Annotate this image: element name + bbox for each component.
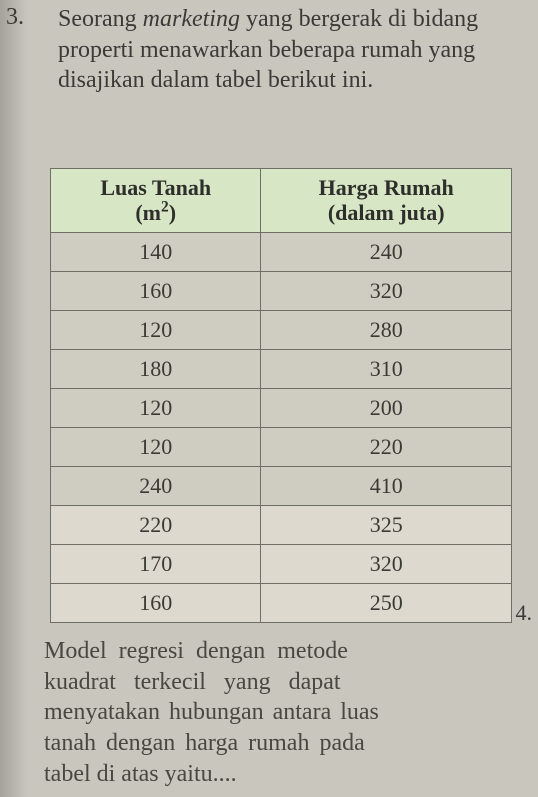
table-row: 120 200: [51, 388, 512, 427]
table-header-row: Luas Tanah (m2) Harga Rumah (dalam juta): [51, 169, 512, 233]
cell-luas: 120: [51, 427, 261, 466]
cell-harga: 200: [261, 388, 512, 427]
col-header-luas-sup: 2: [161, 199, 169, 216]
col-header-harga-line1: Harga Rumah: [319, 175, 454, 200]
table-head: Luas Tanah (m2) Harga Rumah (dalam juta): [51, 169, 512, 233]
cell-luas: 160: [51, 583, 261, 622]
col-header-luas: Luas Tanah (m2): [51, 169, 261, 233]
table-row: 140 240: [51, 232, 512, 271]
prompt-text-before: Seorang: [58, 6, 143, 32]
table-row: 120 220: [51, 427, 512, 466]
cell-harga: 325: [261, 505, 512, 544]
page-gutter-shadow: [0, 0, 28, 797]
cell-harga: 240: [261, 232, 512, 271]
cell-luas: 120: [51, 310, 261, 349]
tail-line-5: tabel di atas yaitu....: [44, 759, 514, 790]
cell-luas: 140: [51, 232, 261, 271]
tail-line-4: tanah dengan harga rumah pada: [44, 728, 514, 759]
cell-harga: 250: [261, 583, 512, 622]
col-header-harga-line2: (dalam juta): [328, 200, 445, 225]
col-header-luas-line2-prefix: (m: [135, 200, 161, 225]
tail-line-1: Model regresi dengan metode: [44, 636, 514, 667]
cell-harga: 320: [261, 544, 512, 583]
table-row: 240 410: [51, 466, 512, 505]
col-header-luas-line2-suffix: ): [169, 200, 176, 225]
question-tail-text: Model regresi dengan metode kuadrat terk…: [44, 636, 514, 790]
col-header-luas-line1: Luas Tanah: [100, 175, 211, 200]
table-row: 120 280: [51, 310, 512, 349]
table-row: 180 310: [51, 349, 512, 388]
cell-harga: 310: [261, 349, 512, 388]
tail-line-3: menyatakan hubungan antara luas: [44, 697, 514, 728]
cell-harga: 220: [261, 427, 512, 466]
table-row: 220 325: [51, 505, 512, 544]
cell-luas: 180: [51, 349, 261, 388]
question-prompt: Seorang marketing yang bergerak di bidan…: [58, 4, 518, 96]
cell-luas: 240: [51, 466, 261, 505]
data-table-container: Luas Tanah (m2) Harga Rumah (dalam juta)…: [50, 168, 512, 623]
cell-luas: 220: [51, 505, 261, 544]
cell-harga: 410: [261, 466, 512, 505]
table-row: 160 250: [51, 583, 512, 622]
tail-line-2: kuadrat terkecil yang dapat: [44, 667, 514, 698]
cell-luas: 170: [51, 544, 261, 583]
prompt-text-italic: marketing: [143, 6, 240, 32]
question-number: 3.: [6, 4, 24, 31]
table-row: 170 320: [51, 544, 512, 583]
textbook-page: 3. Seorang marketing yang bergerak di bi…: [0, 0, 538, 797]
property-table: Luas Tanah (m2) Harga Rumah (dalam juta)…: [50, 168, 512, 623]
cell-harga: 280: [261, 310, 512, 349]
next-question-number: 4.: [516, 600, 533, 626]
cell-luas: 160: [51, 271, 261, 310]
cell-harga: 320: [261, 271, 512, 310]
col-header-harga: Harga Rumah (dalam juta): [261, 169, 512, 233]
table-row: 160 320: [51, 271, 512, 310]
cell-luas: 120: [51, 388, 261, 427]
table-body: 140 240 160 320 120 280 180 310 120 20: [51, 232, 512, 622]
